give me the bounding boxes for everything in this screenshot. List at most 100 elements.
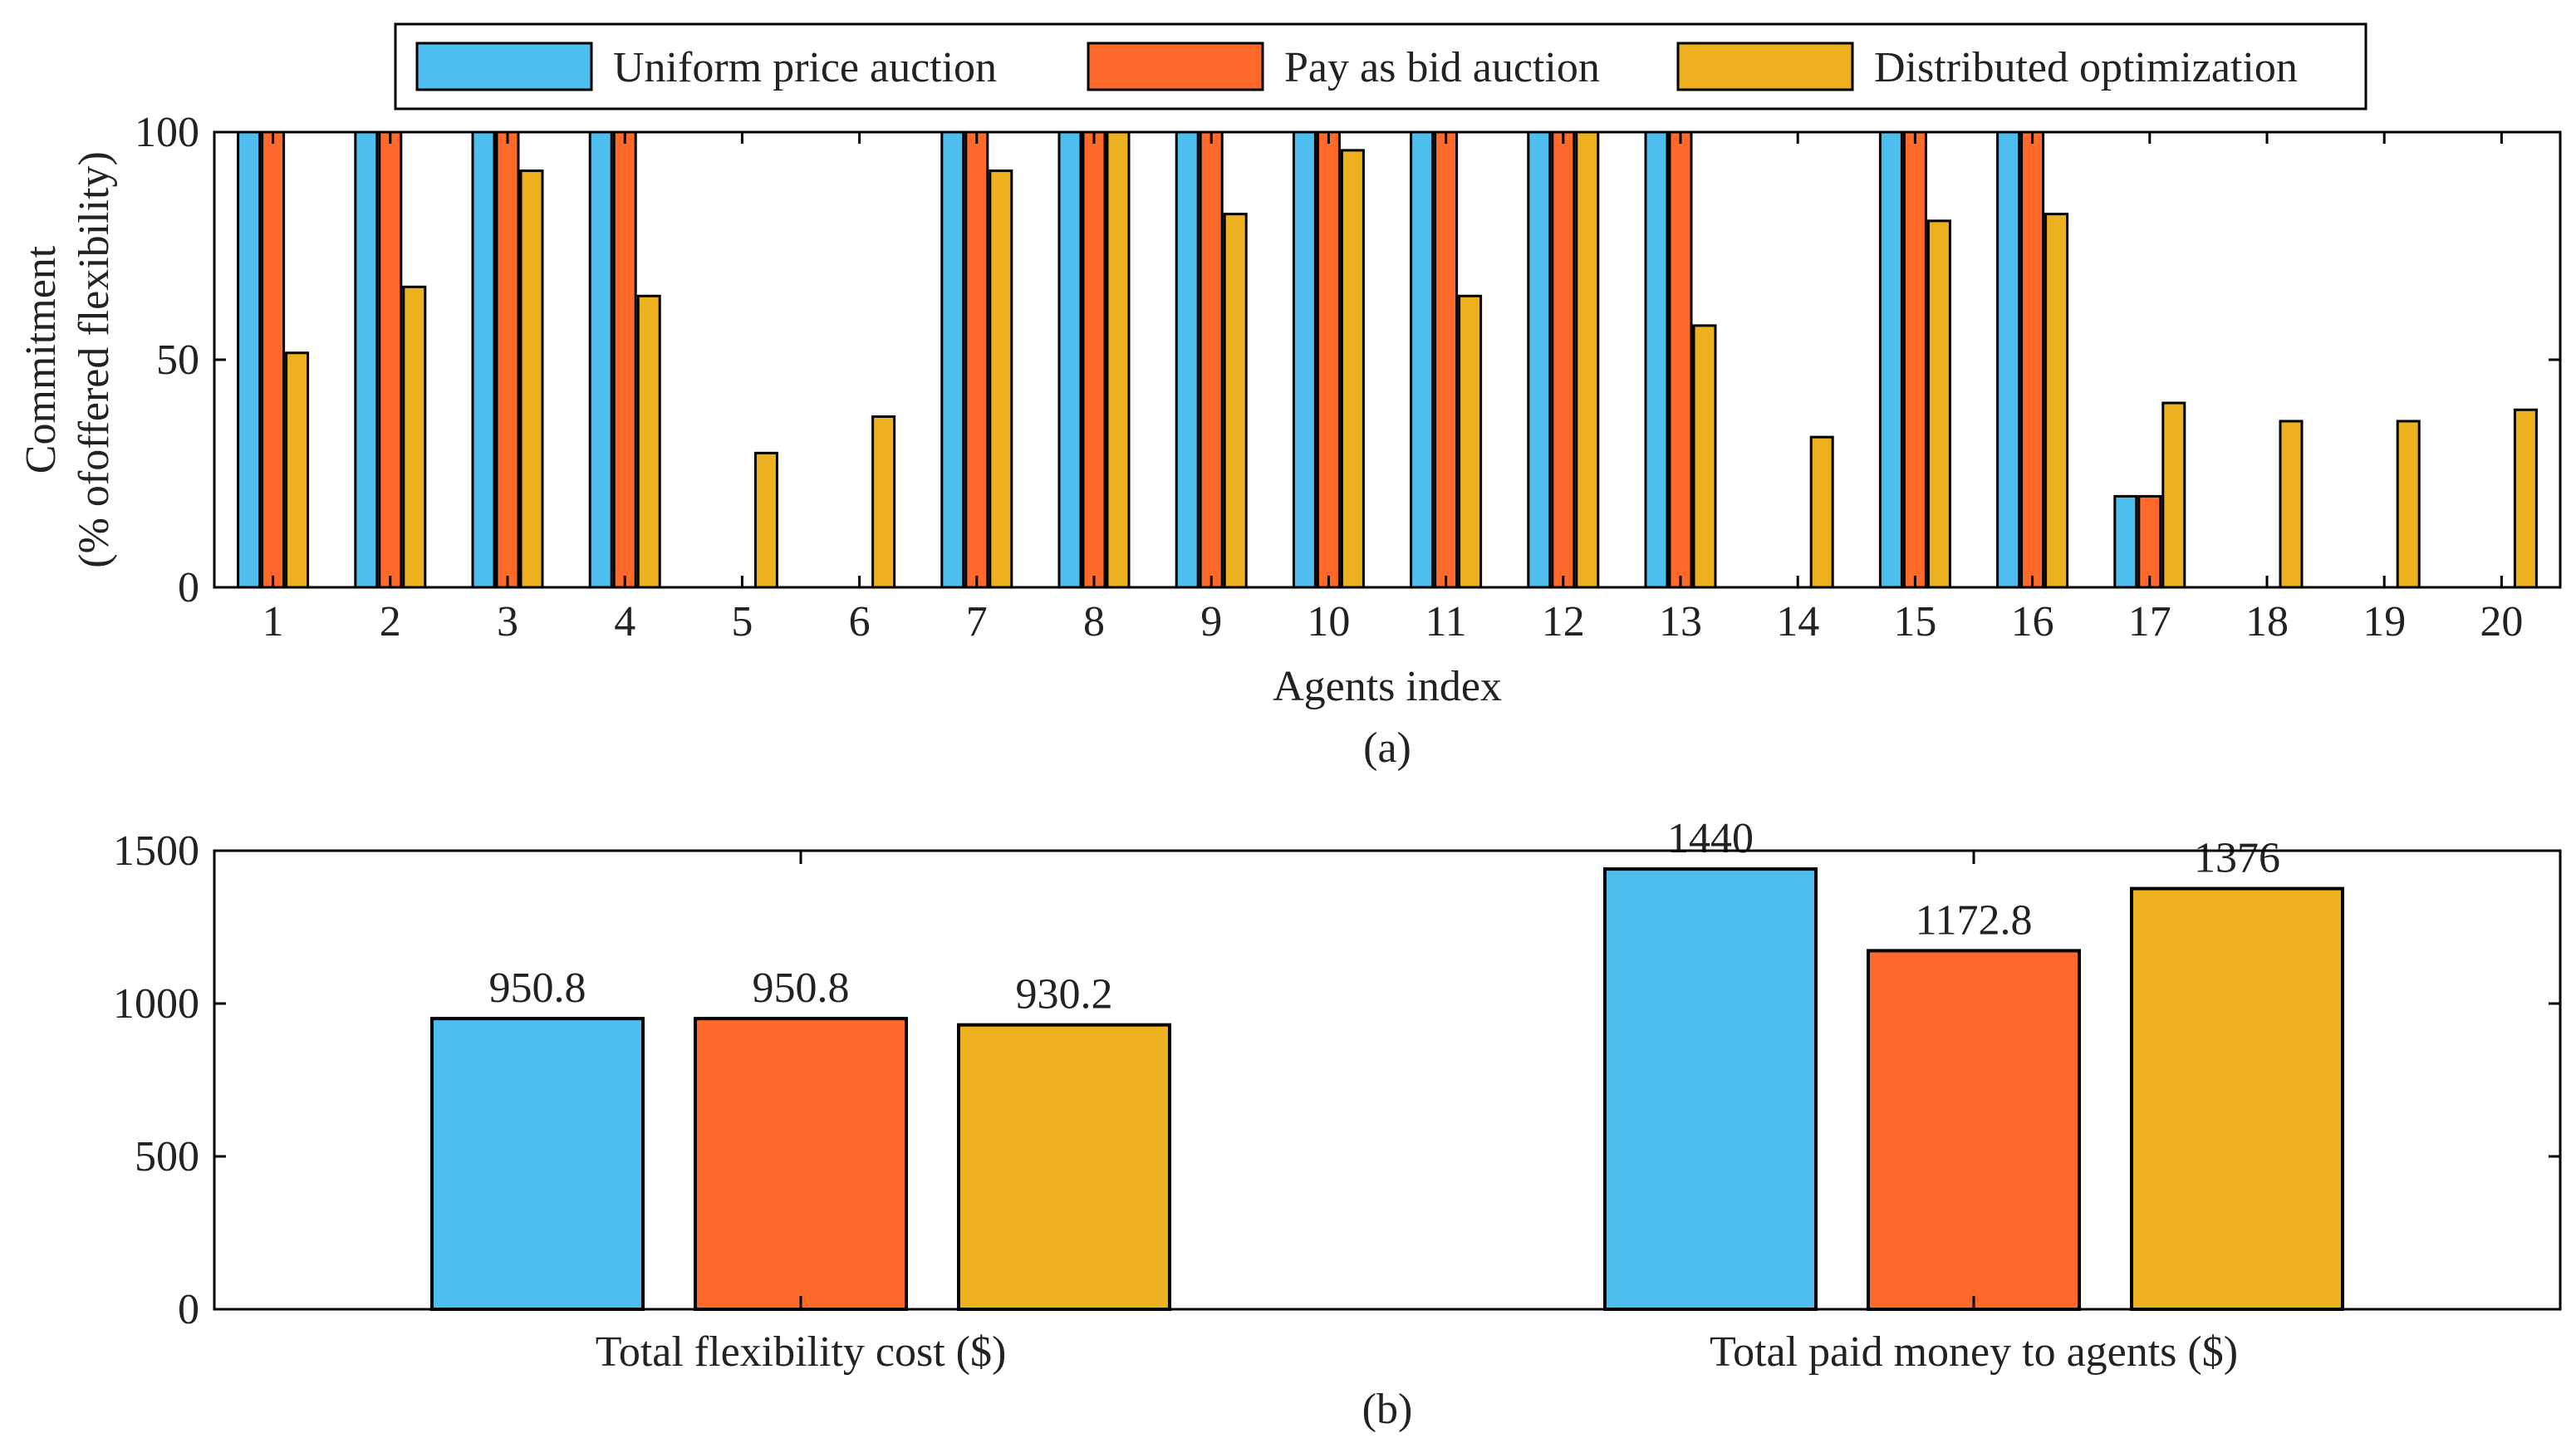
- bar-a-uniform-agent-7: [940, 130, 965, 589]
- y-tick-label-a: 0: [178, 564, 199, 611]
- legend-swatch-distributed: [1676, 42, 1854, 91]
- x-tick-label-a: 19: [2363, 598, 2406, 645]
- x-tick-label-a: 15: [1893, 598, 1936, 645]
- x-tick-label-a: 18: [2245, 598, 2289, 645]
- chart-b: 950.8 950.8 930.2 1440 1172.8 1376 Total flex…: [113, 815, 2562, 1433]
- bar-a-distributed-agent-20: [2513, 408, 2538, 589]
- x-tick-label-a: 3: [497, 598, 518, 645]
- bar-a-pay-as-bid-agent-13: [1668, 130, 1693, 589]
- x-tick-label-a: 4: [614, 598, 635, 645]
- bar-a-pay-as-bid-agent-12: [1551, 130, 1576, 589]
- bar-a-distributed-agent-15: [1926, 219, 1951, 589]
- bar-a-uniform-agent-15: [1878, 130, 1903, 589]
- bar-a-uniform-agent-17: [2113, 494, 2138, 589]
- data-label-b-pay-as-bid-group-2: 1172.8: [1915, 896, 2032, 944]
- chart-a-ylabel-line2: (% ofoffered flexibility): [71, 151, 118, 568]
- legend-label-pay-as-bid: Pay as bid auction: [1284, 44, 1600, 91]
- bar-a-pay-as-bid-agent-2: [378, 130, 403, 589]
- bar-a-distributed-agent-4: [636, 294, 661, 589]
- chart-b-data-labels: 950.8 950.8 930.2 1440 1172.8 1376: [489, 815, 2281, 1018]
- x-tick-label-a: 12: [1542, 598, 1585, 645]
- y-tick-label-b: 500: [135, 1133, 199, 1180]
- chart-a-y-tick-labels: 0 50 100: [135, 109, 199, 611]
- y-tick-label-b: 1500: [113, 827, 199, 875]
- bar-a-uniform-agent-11: [1410, 130, 1435, 589]
- x-tick-label-a: 8: [1083, 598, 1105, 645]
- bar-b-uniform-group-2: [1603, 867, 1818, 1311]
- chart-b-bars: [430, 867, 2344, 1311]
- x-tick-label-a: 7: [966, 598, 988, 645]
- x-tick-label-a: 1: [263, 598, 284, 645]
- bar-a-distributed-agent-5: [753, 451, 778, 589]
- x-tick-label-a: 20: [2480, 598, 2523, 645]
- bar-a-pay-as-bid-agent-1: [261, 130, 286, 589]
- legend-label-distributed: Distributed optimization: [1874, 44, 2298, 91]
- chart-a-x-tick-labels: 1 2 3 4 5 6 7 8 9 10 11 12 13 14 15 16 17 18 19 20: [263, 598, 2524, 645]
- data-label-b-distributed-group-1: 930.2: [1016, 971, 1113, 1018]
- bar-a-distributed-agent-9: [1223, 213, 1248, 589]
- data-label-b-distributed-group-2: 1376: [2194, 835, 2280, 882]
- bar-b-pay-as-bid-group-2: [1867, 949, 2081, 1311]
- bar-a-pay-as-bid-agent-16: [2020, 130, 2045, 589]
- y-tick-label-b: 1000: [113, 980, 199, 1028]
- x-tick-label-b: Total flexibility cost ($): [596, 1328, 1007, 1376]
- x-tick-label-b: Total paid money to agents ($): [1710, 1328, 2238, 1376]
- y-tick-label-a: 100: [135, 109, 199, 156]
- legend-swatch-pay-as-bid: [1087, 42, 1264, 91]
- bar-b-uniform-group-1: [430, 1017, 645, 1311]
- bar-b-distributed-group-2: [2130, 886, 2344, 1311]
- bar-a-pay-as-bid-agent-10: [1316, 130, 1341, 589]
- bar-a-pay-as-bid-agent-9: [1199, 130, 1224, 589]
- bar-a-pay-as-bid-agent-7: [964, 130, 989, 589]
- bar-a-pay-as-bid-agent-4: [612, 130, 637, 589]
- bar-a-distributed-agent-19: [2396, 420, 2421, 589]
- chart-a-plot-frame: [213, 130, 2562, 589]
- bar-a-distributed-agent-16: [2044, 213, 2069, 589]
- bar-a-uniform-agent-13: [1644, 130, 1669, 589]
- bar-a-distributed-agent-1: [285, 351, 310, 589]
- x-tick-label-a: 17: [2128, 598, 2171, 645]
- bar-a-distributed-agent-13: [1692, 324, 1717, 589]
- bar-a-distributed-agent-6: [871, 415, 896, 589]
- y-tick-label-a: 50: [156, 336, 199, 384]
- data-label-b-uniform-group-2: 1440: [1667, 815, 1754, 862]
- bar-a-uniform-agent-9: [1175, 130, 1200, 589]
- bar-a-uniform-agent-1: [237, 130, 262, 589]
- bar-a-distributed-agent-7: [989, 169, 1013, 589]
- x-tick-label-a: 11: [1425, 598, 1467, 645]
- bar-a-uniform-agent-12: [1527, 130, 1552, 589]
- chart-a-bars: [237, 130, 2538, 589]
- chart-a-tick-marks: [214, 130, 2560, 589]
- bar-a-distributed-agent-12: [1575, 130, 1600, 589]
- chart-a-panel-label: (a): [1363, 724, 1411, 772]
- x-tick-label-a: 16: [2011, 598, 2054, 645]
- data-label-b-uniform-group-1: 950.8: [489, 964, 586, 1012]
- chart-b-y-tick-labels: 0 500 1000 1500: [113, 827, 199, 1333]
- chart-b-x-tick-labels: Total flexibility cost ($) Total paid mon…: [596, 1328, 2238, 1376]
- chart-b-plot-frame: [213, 849, 2562, 1311]
- legend: Uniform price auction Pay as bid auction…: [394, 22, 2367, 110]
- y-tick-label-b: 0: [178, 1286, 199, 1333]
- legend-swatch-uniform: [415, 42, 593, 91]
- bar-b-pay-as-bid-group-1: [694, 1017, 908, 1311]
- chart-a-ylabel-line1: Commitment: [17, 245, 65, 474]
- bar-a-distributed-agent-3: [519, 169, 544, 589]
- bar-a-uniform-agent-16: [1996, 130, 2021, 589]
- bar-a-uniform-agent-8: [1057, 130, 1082, 589]
- x-tick-label-a: 9: [1200, 598, 1222, 645]
- bar-a-pay-as-bid-agent-11: [1434, 130, 1459, 589]
- x-tick-label-a: 13: [1659, 598, 1702, 645]
- bar-a-pay-as-bid-agent-15: [1902, 130, 1927, 589]
- bar-a-uniform-agent-2: [354, 130, 379, 589]
- bar-a-uniform-agent-10: [1292, 130, 1317, 589]
- x-tick-label-a: 6: [849, 598, 871, 645]
- bar-a-distributed-agent-10: [1340, 149, 1365, 589]
- bar-a-uniform-agent-3: [471, 130, 496, 589]
- x-tick-label-a: 2: [380, 598, 401, 645]
- bar-a-uniform-agent-4: [588, 130, 613, 589]
- x-tick-label-a: 10: [1307, 598, 1350, 645]
- bar-b-distributed-group-1: [957, 1023, 1171, 1311]
- bar-a-distributed-agent-11: [1458, 294, 1483, 589]
